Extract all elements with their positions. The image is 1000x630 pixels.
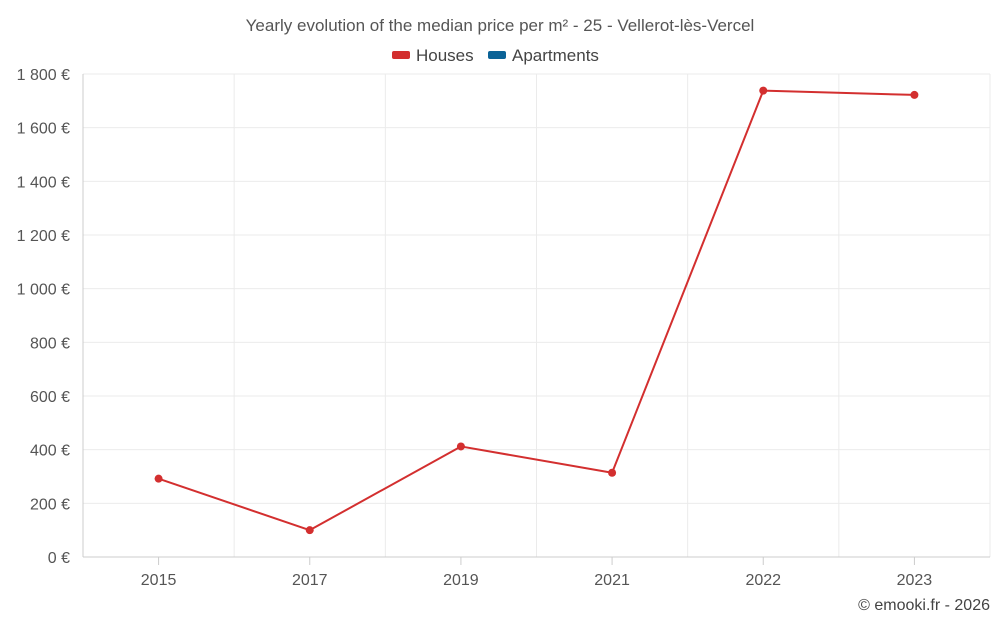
legend-swatch-houses (392, 51, 410, 59)
data-point-houses (305, 526, 314, 535)
y-tick-label: 0 € (48, 550, 70, 567)
y-tick-label: 1 800 € (17, 67, 70, 84)
y-tick-label: 1 600 € (17, 121, 70, 138)
series-layer (154, 86, 919, 535)
series-line-houses (158, 89, 915, 532)
legend-label-houses: Houses (416, 46, 474, 65)
x-tick-label: 2017 (292, 572, 328, 589)
data-point-houses (910, 90, 919, 99)
y-tick-label: 600 € (30, 389, 70, 406)
axes (82, 74, 990, 565)
y-tick-label: 1 200 € (17, 228, 70, 245)
legend-item-houses[interactable]: Houses (392, 46, 474, 65)
data-point-houses (608, 468, 617, 477)
y-tick-label: 200 € (30, 496, 70, 513)
legend: Houses Apartments (392, 46, 599, 65)
y-tick-label: 1 400 € (17, 174, 70, 191)
legend-label-apartments: Apartments (512, 46, 599, 65)
x-tick-label: 2015 (141, 572, 177, 589)
chart-title: Yearly evolution of the median price per… (246, 16, 755, 35)
x-tick-label: 2022 (745, 572, 781, 589)
data-point-houses (456, 442, 465, 451)
x-tick-label: 2023 (897, 572, 933, 589)
x-tick-label: 2021 (594, 572, 630, 589)
data-point-houses (759, 86, 768, 95)
y-tick-label: 1 000 € (17, 282, 70, 299)
credit-text: © emooki.fr - 2026 (858, 597, 990, 614)
y-tick-label: 800 € (30, 335, 70, 352)
data-point-houses (154, 474, 163, 483)
legend-swatch-apartments (488, 51, 506, 59)
x-axis-tick-labels: 2015 2017 2019 2021 2022 2023 (141, 572, 933, 589)
x-tick-label: 2019 (443, 572, 479, 589)
legend-item-apartments[interactable]: Apartments (488, 46, 599, 65)
x-gridlines (82, 74, 991, 557)
y-axis-tick-labels: 0 € 200 € 400 € 600 € 800 € 1 000 € 1 200 € 1 4… (17, 67, 70, 567)
y-tick-label: 400 € (30, 443, 70, 460)
